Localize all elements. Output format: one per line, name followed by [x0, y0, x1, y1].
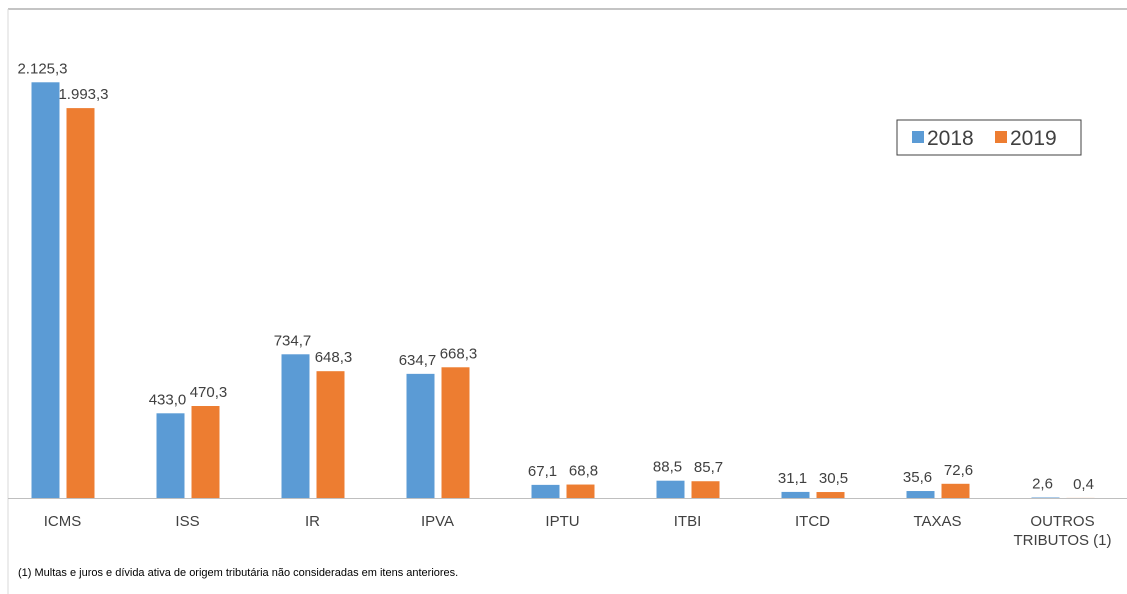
value-label: 72,6 — [944, 462, 973, 479]
bar — [656, 480, 685, 498]
value-label: 1.993,3 — [58, 86, 108, 103]
bar — [906, 491, 935, 498]
bar — [816, 492, 845, 498]
x-tick-label: ISS — [175, 513, 199, 530]
legend-swatch — [912, 131, 924, 143]
value-label: 30,5 — [819, 470, 848, 487]
x-tick-label: IPTU — [545, 513, 579, 530]
value-label: 470,3 — [190, 384, 228, 401]
x-tick-label: ITBI — [674, 513, 702, 530]
bar — [531, 484, 560, 498]
x-tick-label: IPVA — [421, 513, 454, 530]
legend-swatch — [995, 131, 1007, 143]
bar — [781, 491, 810, 498]
footnote: (1) Multas e juros e dívida ativa de ori… — [18, 567, 458, 579]
bar — [66, 108, 95, 498]
legend-label: 2019 — [1010, 127, 1057, 150]
x-tick-label: ITCD — [795, 513, 830, 530]
bar — [316, 371, 345, 498]
value-label: 68,8 — [569, 463, 598, 480]
legend-box — [896, 119, 1082, 156]
x-tick-label: TAXAS — [913, 513, 961, 530]
value-label: 668,3 — [440, 345, 478, 362]
bar — [406, 373, 435, 498]
value-label: 31,1 — [778, 470, 807, 487]
value-label: 2,6 — [1032, 475, 1053, 492]
value-label: 2.125,3 — [17, 60, 67, 77]
legend-label: 2018 — [927, 127, 974, 150]
x-tick-label: IR — [305, 513, 320, 530]
bar — [566, 484, 595, 498]
x-tick-label: ICMS — [44, 513, 82, 530]
bar — [441, 367, 470, 498]
value-label: 634,7 — [399, 352, 437, 369]
value-label: 67,1 — [528, 463, 557, 480]
value-label: 0,4 — [1073, 476, 1094, 493]
bar — [31, 82, 60, 498]
value-label: 433,0 — [149, 391, 187, 408]
bar — [191, 406, 220, 498]
bar — [691, 481, 720, 498]
value-label: 85,7 — [694, 459, 723, 476]
value-label: 734,7 — [274, 332, 312, 349]
value-label: 35,6 — [903, 469, 932, 486]
bar — [156, 413, 185, 498]
value-label: 88,5 — [653, 459, 682, 476]
x-tick-label: OUTROS TRIBUTOS (1) — [1013, 513, 1111, 549]
bar — [281, 354, 310, 498]
value-label: 648,3 — [315, 349, 353, 366]
bar — [941, 483, 970, 498]
bar — [1031, 497, 1060, 498]
